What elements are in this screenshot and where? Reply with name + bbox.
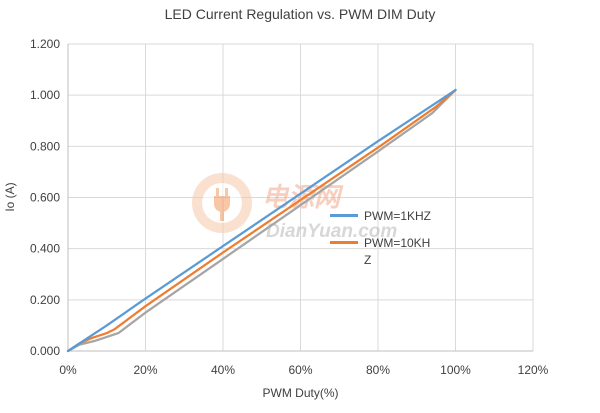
y-tick-label-6: 1.200 — [30, 37, 60, 51]
series-line-1 — [66, 88, 457, 353]
legend-item-1khz: PWM=1KHZ — [330, 208, 440, 225]
y-tick-label-5: 1.000 — [30, 88, 60, 102]
legend-swatch-1khz — [330, 214, 358, 217]
series-line-2 — [66, 88, 457, 353]
series — [66, 88, 457, 353]
y-tick-label-4: 0.800 — [30, 139, 60, 153]
chart-title: LED Current Regulation vs. PWM DIM Duty — [164, 6, 436, 22]
legend-label-10khz: PWM=10KHZ — [364, 236, 431, 267]
legend-label-1khz: PWM=1KHZ — [364, 209, 432, 223]
watermark: 电源网 DianYuan.com — [192, 173, 397, 242]
y-axis-label: Io (A) — [3, 182, 17, 212]
y-tick-label-0: 0.000 — [30, 344, 60, 358]
y-tick-label-3: 0.600 — [30, 191, 60, 205]
x-tick-label-4: 80% — [366, 363, 390, 377]
x-tick-label-0: 0% — [59, 363, 77, 377]
axes — [67, 44, 533, 352]
x-axis-label: PWM Duty(%) — [262, 386, 339, 400]
y-tick-label-2: 0.400 — [30, 242, 60, 256]
legend: PWM=1KHZ PWM=10KHZ — [330, 208, 440, 279]
x-tick-label-6: 120% — [518, 363, 549, 377]
legend-item-10khz: PWM=10KHZ — [330, 235, 440, 269]
watermark-en-text: DianYuan.com — [266, 221, 397, 242]
y-tick-label-1: 0.200 — [30, 293, 60, 307]
series-line-0 — [66, 88, 457, 353]
legend-swatch-10khz — [330, 241, 358, 244]
ticks: 0% 20% 40% 60% 80% 100% 120% 0.000 0.200 0.400 0.6… — [30, 37, 549, 377]
x-tick-label-3: 60% — [288, 363, 312, 377]
grid — [67, 43, 534, 352]
watermark-cn-text: 电源网 — [262, 182, 344, 212]
x-tick-label-1: 20% — [133, 363, 157, 377]
x-tick-label-5: 100% — [440, 363, 471, 377]
x-tick-label-2: 40% — [211, 363, 235, 377]
